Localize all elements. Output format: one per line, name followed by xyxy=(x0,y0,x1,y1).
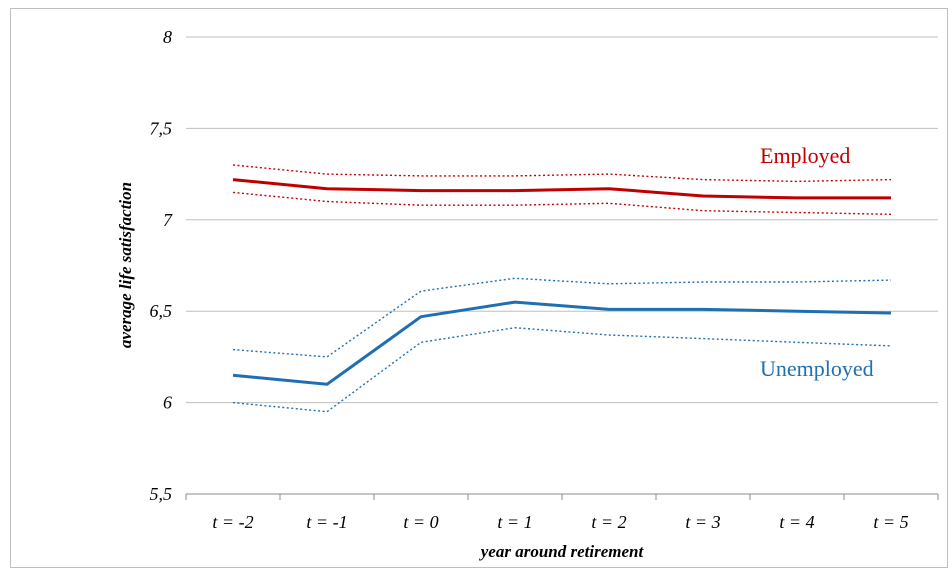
unemployed-mean-line xyxy=(232,300,892,386)
x-tick-label: t = 3 xyxy=(685,512,720,532)
x-tick-label: t = 4 xyxy=(779,512,814,532)
x-tick-label: t = -1 xyxy=(306,512,347,532)
y-tick-label: 6,5 xyxy=(150,301,173,321)
x-tick-label: t = 1 xyxy=(497,512,532,532)
y-tick-label: 7,5 xyxy=(150,118,173,138)
unemployed-upper-bound-line xyxy=(232,277,892,358)
series-label-employed: Employed xyxy=(760,143,850,168)
x-tick-label: t = 0 xyxy=(403,512,438,532)
y-tick-label: 5,5 xyxy=(150,484,173,504)
x-axis-title: year around retirement xyxy=(479,542,645,561)
unemployed-lower-bound-line xyxy=(232,327,892,413)
chart-frame xyxy=(10,8,948,568)
employed-lower-bound-line xyxy=(232,191,892,215)
employed-upper-bound-line xyxy=(232,164,892,183)
x-tick-label: t = 2 xyxy=(591,512,626,532)
employed-mean-line xyxy=(232,178,891,200)
y-tick-label: 8 xyxy=(163,27,172,47)
y-tick-label: 6 xyxy=(163,393,172,413)
x-tick-label: t = -2 xyxy=(212,512,253,532)
y-tick-label: 7 xyxy=(163,210,173,230)
x-tick-label: t = 5 xyxy=(873,512,908,532)
y-axis-title: average life satisfaction xyxy=(116,182,135,348)
series-label-unemployed: Unemployed xyxy=(760,356,874,381)
